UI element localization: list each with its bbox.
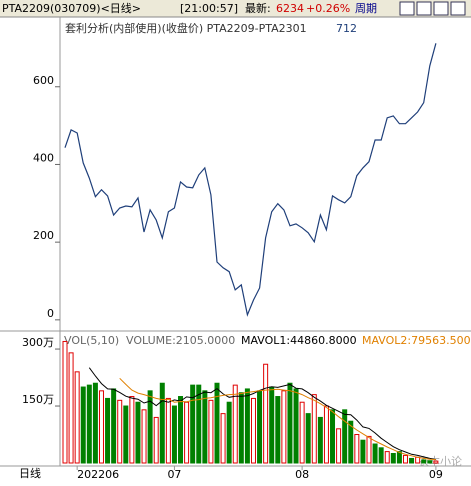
btn-right[interactable] (416, 1, 432, 16)
volume-bar (384, 451, 390, 464)
volume-bar (153, 416, 159, 464)
volume-bar (293, 388, 299, 464)
volume-bar (74, 371, 80, 464)
volume-bar (305, 413, 311, 464)
watermark: 农本小论 (418, 454, 462, 468)
volume-bar (250, 397, 256, 464)
volume-bar (190, 384, 196, 464)
volume-bar (117, 399, 123, 464)
spread-line (64, 43, 437, 317)
volume-bar (330, 409, 336, 464)
header-bar (0, 0, 471, 17)
volume-bar (232, 384, 238, 464)
volume-bar (129, 396, 135, 464)
volume-bar (184, 401, 190, 464)
volume-bar (147, 390, 153, 464)
volume-bar (68, 352, 74, 464)
volume-bar (202, 390, 208, 464)
volume-bar (141, 409, 147, 464)
ma-line (119, 377, 436, 461)
y-tick-label: 400 (33, 151, 54, 164)
x-tick-label: 07 (167, 468, 181, 481)
volume-bar (220, 413, 226, 464)
mavol2-label: MAVOL2:79563.500 (362, 334, 471, 347)
volume-bar (171, 405, 177, 464)
volume-bar (287, 382, 293, 464)
ma-line (88, 367, 436, 461)
volume-bar (226, 401, 232, 464)
volume-label: VOLUME:2105.0000 (126, 334, 235, 347)
volume-bar (196, 384, 202, 464)
volume-bar (336, 428, 342, 464)
volume-bar (257, 390, 263, 464)
btn-left[interactable] (399, 1, 415, 16)
volume-bar (299, 401, 305, 464)
volume-bar (409, 457, 415, 464)
volume-bar (421, 459, 427, 464)
volume-bar (402, 454, 408, 464)
volume-bar (238, 392, 244, 464)
volume-bar (214, 382, 220, 464)
volume-bar (360, 439, 366, 464)
y-tick-label: 300万 (22, 336, 54, 349)
period[interactable]: 周期 (355, 2, 377, 15)
btn-zoom-in[interactable] (433, 1, 449, 16)
volume-bar (123, 405, 129, 464)
volume-bar (366, 435, 372, 464)
symbol: PTA2209(030709)<日线> (2, 1, 141, 15)
volume-bar (311, 394, 317, 464)
volume-bar (323, 405, 329, 464)
y-tick-label: 150万 (22, 393, 54, 406)
volume-bar (62, 340, 68, 464)
volume-bar (396, 451, 402, 464)
volume-bar (433, 460, 439, 464)
volume-bar (208, 399, 214, 464)
volume-bar (244, 388, 250, 464)
volume-bar (80, 386, 86, 464)
change: +0.26% (306, 2, 350, 15)
volume-bar (159, 382, 165, 464)
btn-zoom-out[interactable] (450, 1, 466, 16)
time: [21:00:57] (180, 2, 238, 15)
latest-price: 6234 (276, 2, 304, 15)
volume-bar (111, 388, 117, 464)
x-tick-label: 08 (295, 468, 309, 481)
volume-bar (378, 447, 384, 464)
toolbar (399, 1, 466, 16)
volume-bar (372, 443, 378, 464)
vol-title: VOL(5,10) (64, 334, 119, 347)
volume-bar (135, 401, 141, 464)
volume-bar (427, 460, 433, 464)
volume-bar (281, 390, 287, 464)
volume-bar (390, 453, 396, 464)
volume-bar (165, 397, 171, 464)
x-tick-label: 09 (429, 468, 443, 481)
volume-bar (269, 386, 275, 464)
mavol1-label: MAVOL1:44860.8000 (241, 334, 357, 347)
volume-bar (317, 416, 323, 464)
x-tick-label: 202206 (77, 468, 119, 481)
last-value: 712 (336, 22, 357, 35)
volume-bar (275, 396, 281, 464)
volume-bar (342, 409, 348, 464)
volume-bar (92, 382, 98, 464)
volume-bar (178, 396, 184, 464)
volume-bar (98, 390, 104, 464)
volume-bar (86, 384, 92, 464)
chart-title: 套利分析(内部使用)(收盘价) PTA2209-PTA2301 (65, 21, 307, 35)
y-tick-label: 200 (33, 229, 54, 242)
volume-bar (105, 397, 111, 464)
x-axis-label: 日线 (19, 466, 41, 480)
y-tick-label: 600 (33, 74, 54, 87)
volume-bar (348, 420, 354, 464)
volume-bar (354, 434, 360, 464)
volume-bar (263, 363, 269, 464)
latest-label: 最新: (245, 1, 271, 15)
volume-bar (415, 456, 421, 464)
y-tick-label: 0 (47, 307, 54, 320)
